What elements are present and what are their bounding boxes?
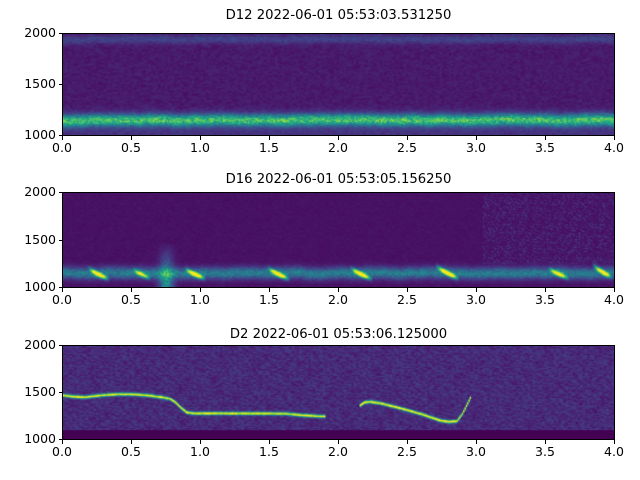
y-tick-mark	[58, 392, 62, 393]
x-tick-mark	[131, 440, 132, 444]
y-tick-mark	[58, 287, 62, 288]
x-tick-label: 0.5	[121, 292, 141, 307]
x-tick-mark	[338, 136, 339, 140]
panel-3-spectrogram-image	[63, 346, 614, 439]
x-tick-label: 0.5	[121, 140, 141, 155]
x-tick-mark	[476, 136, 477, 140]
panel-3-axes	[62, 345, 615, 440]
x-tick-mark	[269, 440, 270, 444]
x-tick-label: 2.0	[328, 292, 348, 307]
x-tick-mark	[62, 288, 63, 292]
x-tick-mark	[407, 136, 408, 140]
x-tick-mark	[62, 440, 63, 444]
x-tick-label: 2.0	[328, 444, 348, 459]
x-tick-label: 3.5	[535, 444, 555, 459]
x-tick-mark	[614, 136, 615, 140]
y-tick-label: 1500	[24, 76, 56, 91]
x-tick-mark	[200, 440, 201, 444]
x-tick-label: 0.0	[52, 444, 72, 459]
y-tick-label: 2000	[24, 337, 56, 352]
x-tick-mark	[200, 136, 201, 140]
x-tick-label: 0.0	[52, 292, 72, 307]
panel-1-title: D12 2022-06-01 05:53:03.531250	[225, 8, 452, 23]
x-tick-label: 3.0	[466, 292, 486, 307]
x-tick-mark	[476, 440, 477, 444]
x-tick-mark	[545, 440, 546, 444]
x-tick-label: 3.5	[535, 140, 555, 155]
panel-2-spectrogram-image	[63, 193, 614, 287]
x-tick-label: 4.0	[604, 140, 624, 155]
y-tick-mark	[58, 33, 62, 34]
x-tick-label: 1.5	[259, 292, 279, 307]
x-tick-label: 0.0	[52, 140, 72, 155]
panel-2-title: D16 2022-06-01 05:53:05.156250	[225, 172, 452, 187]
x-tick-mark	[338, 440, 339, 444]
y-tick-mark	[58, 439, 62, 440]
y-tick-label: 1500	[24, 384, 56, 399]
x-tick-label: 1.0	[190, 292, 210, 307]
x-tick-mark	[200, 288, 201, 292]
y-tick-mark	[58, 345, 62, 346]
x-tick-mark	[62, 136, 63, 140]
y-tick-mark	[58, 192, 62, 193]
x-tick-label: 4.0	[604, 444, 624, 459]
x-tick-mark	[131, 136, 132, 140]
panel-1-axes	[62, 33, 615, 136]
x-tick-mark	[614, 288, 615, 292]
y-tick-label: 1000	[24, 127, 56, 142]
x-tick-label: 1.5	[259, 140, 279, 155]
x-tick-mark	[338, 288, 339, 292]
x-tick-label: 3.0	[466, 140, 486, 155]
x-tick-label: 2.5	[397, 140, 417, 155]
x-tick-label: 1.5	[259, 444, 279, 459]
panel-1-spectrogram-image	[63, 34, 614, 135]
x-tick-label: 3.5	[535, 292, 555, 307]
x-tick-mark	[545, 288, 546, 292]
x-tick-label: 1.0	[190, 140, 210, 155]
x-tick-mark	[545, 136, 546, 140]
x-tick-mark	[131, 288, 132, 292]
y-tick-mark	[58, 240, 62, 241]
x-tick-label: 1.0	[190, 444, 210, 459]
y-tick-label: 2000	[24, 25, 56, 40]
x-tick-label: 0.5	[121, 444, 141, 459]
x-tick-label: 2.0	[328, 140, 348, 155]
x-tick-mark	[269, 288, 270, 292]
y-tick-label: 2000	[24, 184, 56, 199]
x-tick-label: 2.5	[397, 292, 417, 307]
x-tick-label: 4.0	[604, 292, 624, 307]
y-tick-label: 1500	[24, 232, 56, 247]
x-tick-label: 3.0	[466, 444, 486, 459]
y-tick-label: 1000	[24, 279, 56, 294]
panel-3-title: D2 2022-06-01 05:53:06.125000	[229, 327, 448, 342]
x-tick-mark	[614, 440, 615, 444]
y-tick-label: 1000	[24, 431, 56, 446]
x-tick-mark	[407, 288, 408, 292]
x-tick-mark	[407, 440, 408, 444]
x-tick-label: 2.5	[397, 444, 417, 459]
y-tick-mark	[58, 84, 62, 85]
x-tick-mark	[269, 136, 270, 140]
panel-2-axes	[62, 192, 615, 288]
y-tick-mark	[58, 135, 62, 136]
x-tick-mark	[476, 288, 477, 292]
